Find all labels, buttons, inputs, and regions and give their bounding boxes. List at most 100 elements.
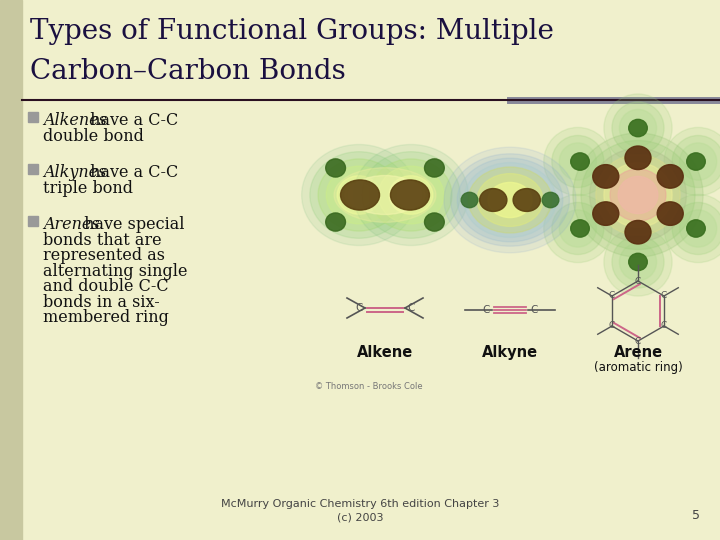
Ellipse shape <box>425 213 444 231</box>
Ellipse shape <box>464 163 557 238</box>
Text: McMurry Organic Chemistry 6th edition Chapter 3
(c) 2003: McMurry Organic Chemistry 6th edition Ch… <box>221 499 499 522</box>
Ellipse shape <box>625 146 651 170</box>
Ellipse shape <box>573 133 703 257</box>
Text: (aromatic ring): (aromatic ring) <box>593 361 683 374</box>
Ellipse shape <box>625 220 651 244</box>
Text: have a C-C: have a C-C <box>85 112 178 129</box>
Ellipse shape <box>334 168 436 222</box>
Text: have a C-C: have a C-C <box>85 164 178 181</box>
Ellipse shape <box>657 202 683 225</box>
Ellipse shape <box>571 220 589 237</box>
Text: membered ring: membered ring <box>43 309 169 326</box>
Ellipse shape <box>302 145 416 246</box>
Text: C: C <box>482 305 490 315</box>
Text: triple bond: triple bond <box>43 179 133 197</box>
Ellipse shape <box>468 167 552 233</box>
Ellipse shape <box>672 202 720 254</box>
Text: Carbon–Carbon Bonds: Carbon–Carbon Bonds <box>30 58 346 85</box>
Text: Types of Functional Groups: Multiple: Types of Functional Groups: Multiple <box>30 18 554 45</box>
Text: C: C <box>407 303 415 313</box>
Ellipse shape <box>672 136 720 187</box>
Ellipse shape <box>687 153 706 170</box>
Ellipse shape <box>397 183 425 207</box>
Ellipse shape <box>680 143 716 180</box>
Bar <box>28 112 38 122</box>
Ellipse shape <box>348 176 421 214</box>
Ellipse shape <box>542 192 559 208</box>
Ellipse shape <box>604 228 672 296</box>
Text: bonds in a six-: bonds in a six- <box>43 294 160 310</box>
Ellipse shape <box>389 176 433 214</box>
Text: C: C <box>635 336 641 346</box>
Ellipse shape <box>325 159 346 177</box>
Ellipse shape <box>680 210 716 247</box>
Text: C: C <box>356 303 363 313</box>
Ellipse shape <box>610 169 666 221</box>
Ellipse shape <box>618 177 658 214</box>
Ellipse shape <box>657 165 683 188</box>
Ellipse shape <box>559 210 596 247</box>
Ellipse shape <box>378 166 444 224</box>
Text: C: C <box>661 321 667 330</box>
Ellipse shape <box>370 159 452 231</box>
Text: have special: have special <box>79 216 184 233</box>
Ellipse shape <box>310 152 408 238</box>
Ellipse shape <box>581 140 695 249</box>
Text: and double C-C: and double C-C <box>43 278 168 295</box>
Text: Alkenes: Alkenes <box>43 112 107 129</box>
Ellipse shape <box>629 253 647 271</box>
Ellipse shape <box>325 213 346 231</box>
Bar <box>28 216 38 226</box>
Ellipse shape <box>513 188 540 212</box>
Ellipse shape <box>326 166 392 224</box>
Ellipse shape <box>390 180 429 210</box>
Text: C: C <box>661 292 667 300</box>
Text: Arenes: Arenes <box>43 216 99 233</box>
Text: Arene: Arene <box>613 345 662 360</box>
Ellipse shape <box>425 159 444 177</box>
Ellipse shape <box>604 94 672 162</box>
Ellipse shape <box>544 194 612 262</box>
Ellipse shape <box>318 159 400 231</box>
Ellipse shape <box>664 127 720 195</box>
Text: represented as: represented as <box>43 247 165 264</box>
Ellipse shape <box>544 127 612 195</box>
Ellipse shape <box>477 173 543 226</box>
Text: C: C <box>530 305 537 315</box>
Text: C: C <box>609 321 615 330</box>
Ellipse shape <box>687 220 706 237</box>
Text: bonds that are: bonds that are <box>43 232 161 248</box>
Text: C: C <box>609 292 615 300</box>
Text: 5: 5 <box>692 509 700 522</box>
Ellipse shape <box>559 143 596 180</box>
Ellipse shape <box>619 110 657 147</box>
Ellipse shape <box>337 176 381 214</box>
Ellipse shape <box>354 145 468 246</box>
Ellipse shape <box>590 148 686 241</box>
Ellipse shape <box>629 119 647 137</box>
Ellipse shape <box>461 192 478 208</box>
Text: Alkynes: Alkynes <box>43 164 107 181</box>
Ellipse shape <box>593 165 618 188</box>
Ellipse shape <box>362 152 460 238</box>
Ellipse shape <box>341 180 379 210</box>
Text: alternating single: alternating single <box>43 262 187 280</box>
Ellipse shape <box>457 158 563 242</box>
Ellipse shape <box>480 188 507 212</box>
Ellipse shape <box>571 153 589 170</box>
Ellipse shape <box>444 147 576 253</box>
Text: C: C <box>635 276 641 286</box>
Ellipse shape <box>552 136 604 187</box>
Ellipse shape <box>346 183 373 207</box>
Ellipse shape <box>552 202 604 254</box>
Ellipse shape <box>612 102 664 154</box>
Ellipse shape <box>612 236 664 288</box>
Ellipse shape <box>596 154 680 235</box>
Text: Alkene: Alkene <box>357 345 413 360</box>
Ellipse shape <box>619 244 657 281</box>
Ellipse shape <box>451 154 570 246</box>
Ellipse shape <box>593 202 618 225</box>
Text: double bond: double bond <box>43 127 144 145</box>
Ellipse shape <box>664 194 720 262</box>
Bar <box>0 0 22 540</box>
